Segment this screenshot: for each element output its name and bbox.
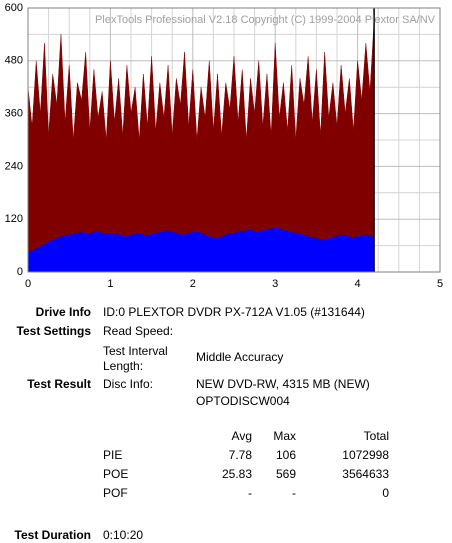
chart: 0 120 240 360 480 600 0 1 2 3 4 5	[5, 2, 443, 290]
column-header: Avg	[232, 429, 252, 443]
value: 0:10:20	[103, 528, 143, 542]
x-tick-label: 0	[25, 278, 31, 290]
value: OPTODISCW004	[196, 394, 290, 408]
x-tick-label: 3	[272, 278, 278, 290]
stats-table: Avg Max Total PIE 7.78 106 1072998 POE 25.83 569 3…	[103, 429, 389, 500]
cell: 3564633	[342, 467, 389, 481]
value: NEW DVD-RW, 4315 MB (NEW)	[196, 377, 370, 391]
cell: 569	[276, 467, 296, 481]
y-tick-label: 0	[17, 266, 23, 278]
value: Test Interval	[103, 344, 168, 358]
value: Length:	[103, 359, 143, 373]
value: Disc Info:	[103, 377, 153, 391]
y-tick-label: 120	[5, 213, 23, 225]
label: Test Result	[27, 377, 91, 391]
cell: 1072998	[342, 448, 389, 462]
row-label: POE	[103, 467, 128, 481]
y-tick-label: 600	[5, 2, 23, 14]
label: Test Settings	[17, 324, 92, 338]
label: Drive Info	[36, 305, 91, 319]
cell: 7.78	[229, 448, 253, 462]
label: Test Duration	[15, 528, 91, 542]
value: Middle Accuracy	[196, 350, 283, 364]
cell: 0	[382, 486, 389, 500]
annotation: PlexTools Professional V2.18 Copyright (…	[95, 14, 436, 26]
column-header: Total	[364, 429, 389, 443]
area	[27, 227, 375, 273]
cell: -	[292, 486, 296, 500]
x-tick-label: 5	[437, 278, 443, 290]
y-tick-label: 240	[5, 160, 23, 172]
cell: 25.83	[222, 467, 252, 481]
value: Read Speed:	[103, 324, 173, 338]
area	[27, 21, 375, 273]
x-tick-label: 2	[190, 278, 196, 290]
y-tick-label: 480	[5, 55, 23, 67]
y-tick-label: 360	[5, 108, 23, 120]
row-label: PIE	[103, 448, 122, 462]
cell: 106	[276, 448, 296, 462]
cell: -	[248, 486, 252, 500]
value: ID:0 PLEXTOR DVDR PX-712A V1.05 (#131644…	[103, 305, 365, 319]
row-label: POF	[103, 486, 128, 500]
x-tick-label: 1	[107, 278, 113, 290]
plot-border	[27, 7, 441, 273]
column-header: Max	[273, 429, 296, 443]
x-tick-label: 4	[355, 278, 361, 290]
